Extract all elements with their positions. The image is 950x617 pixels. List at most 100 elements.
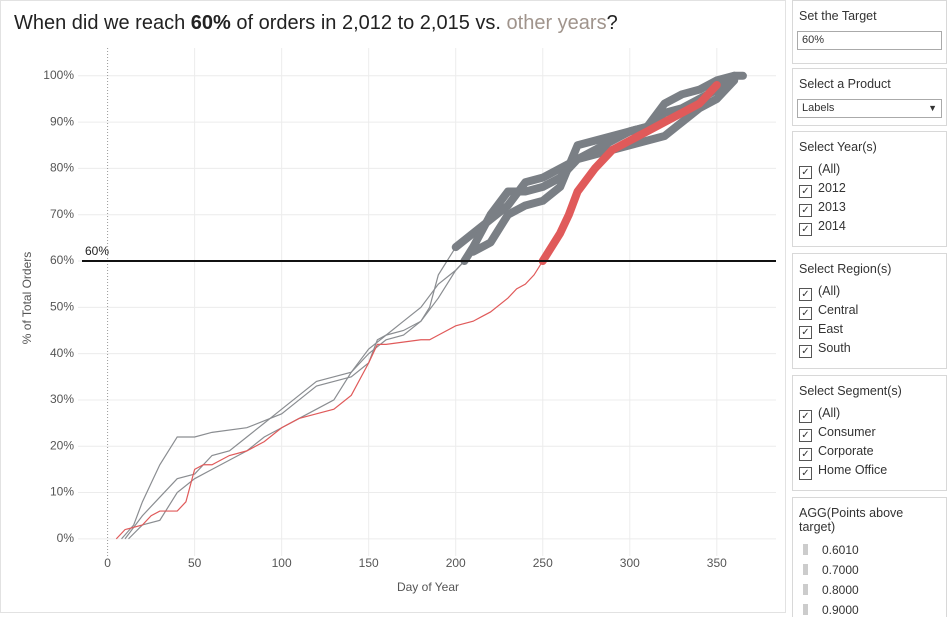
checkbox-item[interactable]: ✓ 2013 <box>793 198 946 217</box>
y-axis-title: % of Total Orders <box>20 252 34 344</box>
x-tick-label: 0 <box>104 556 111 570</box>
target-input[interactable]: 60% <box>797 31 942 50</box>
legend-item: 0.7000 <box>793 560 946 580</box>
checkbox-label: Home Office <box>818 463 888 477</box>
y-tick-label: 10% <box>50 485 74 499</box>
x-tick-label: 350 <box>707 556 727 570</box>
checkbox: ✓ <box>799 410 812 423</box>
x-tick-label: 250 <box>533 556 553 570</box>
y-tick-label: 30% <box>50 392 74 406</box>
x-tick-label: 150 <box>359 556 379 570</box>
x-tick-label: 100 <box>272 556 292 570</box>
x-tick-label: 200 <box>446 556 466 570</box>
legend-swatch <box>803 604 808 615</box>
y-tick-label: 70% <box>50 207 74 221</box>
y-tick-label: 100% <box>43 68 74 82</box>
checkbox: ✓ <box>799 429 812 442</box>
x-tick-label: 50 <box>188 556 202 570</box>
chart-title: When did we reach 60% of orders in 2,012… <box>14 12 618 35</box>
segments-panel: Select Segment(s) ✓ (All) ✓ Consumer ✓ Corpora… <box>792 375 947 491</box>
checkbox-label: 2013 <box>818 200 846 214</box>
checkbox-label: (All) <box>818 406 841 420</box>
title-part: other years <box>506 12 607 34</box>
checkbox-item[interactable]: ✓ Consumer <box>793 423 946 442</box>
checkbox-item[interactable]: ✓ 2012 <box>793 179 946 198</box>
y-tick-label: 50% <box>50 299 74 313</box>
y-tick-label: 20% <box>50 438 74 452</box>
checkbox-label: Central <box>818 303 859 317</box>
y-tick-label: 40% <box>50 346 74 360</box>
checkbox-item[interactable]: ✓ (All) <box>793 404 946 423</box>
dropdown-value: Labels <box>802 102 835 114</box>
checkbox: ✓ <box>799 166 812 179</box>
y-tick-label: 80% <box>50 161 74 175</box>
panel-title: Select Segment(s) <box>799 384 902 398</box>
title-part: 60% <box>190 12 231 34</box>
legend-label: 0.8000 <box>822 583 859 597</box>
product-dropdown[interactable]: Labels ▼ <box>797 99 942 118</box>
checkbox-item[interactable]: ✓ Home Office <box>793 461 946 480</box>
legend-swatch <box>803 544 808 555</box>
checkbox-label: 2014 <box>818 219 846 233</box>
grid <box>78 48 776 556</box>
checkbox: ✓ <box>799 326 812 339</box>
y-tick-label: 0% <box>57 531 75 545</box>
checkbox-label: South <box>818 341 851 355</box>
checkbox-item[interactable]: ✓ (All) <box>793 160 946 179</box>
checkbox: ✓ <box>799 467 812 480</box>
above-target-line <box>469 71 747 256</box>
target-panel: Set the Target 60% <box>792 0 947 64</box>
x-axis-title: Day of Year <box>397 580 459 594</box>
x-tick-label: 300 <box>620 556 640 570</box>
checkbox: ✓ <box>799 204 812 217</box>
product-panel: Select a Product Labels ▼ <box>792 68 947 126</box>
checkbox-item[interactable]: ✓ 2014 <box>793 217 946 236</box>
panel-title: Select Year(s) <box>799 140 877 154</box>
checkbox: ✓ <box>799 448 812 461</box>
title-part: ? <box>606 12 618 34</box>
checkbox-item[interactable]: ✓ South <box>793 339 946 358</box>
panel-title: Set the Target <box>799 9 877 23</box>
chart: Day of Year % of Total Orders 0% 10% 20% 30… <box>0 0 786 613</box>
legend-item: 0.9000 <box>793 600 946 617</box>
series-line <box>115 84 718 540</box>
legend-swatch <box>803 564 808 575</box>
checkbox: ✓ <box>799 345 812 358</box>
series-line <box>128 80 735 540</box>
above-target-line <box>460 76 739 266</box>
y-tick-label: 90% <box>50 114 74 128</box>
legend-panel: AGG(Points above target) 0.6010 0.7000 0.80… <box>792 497 947 617</box>
legend-item: 0.8000 <box>793 580 946 600</box>
checkbox-label: Corporate <box>818 444 874 458</box>
chart-frame <box>0 0 786 613</box>
legend-label: 0.7000 <box>822 563 859 577</box>
panel-title: AGG(Points above target) <box>799 506 904 534</box>
title-part: of orders in 2,012 to 2,015 vs. <box>236 12 501 34</box>
panel-title: Select Region(s) <box>799 262 892 276</box>
checkbox-label: (All) <box>818 284 841 298</box>
checkbox-label: 2012 <box>818 181 846 195</box>
checkbox: ✓ <box>799 288 812 301</box>
checkbox-item[interactable]: ✓ Central <box>793 301 946 320</box>
legend-label: 0.9000 <box>822 603 859 617</box>
checkbox-label: (All) <box>818 162 841 176</box>
checkbox: ✓ <box>799 307 812 320</box>
checkbox-label: East <box>818 322 844 336</box>
checkbox: ✓ <box>799 185 812 198</box>
dropdown-arrow: ▼ <box>928 103 937 113</box>
legend-label: 0.6010 <box>822 543 859 557</box>
checkbox-label: Consumer <box>818 425 876 439</box>
legend-swatch <box>803 584 808 595</box>
regions-panel: Select Region(s) ✓ (All) ✓ Central ✓ East ✓ Sout… <box>792 253 947 369</box>
title-part: When did we reach <box>14 12 186 34</box>
above-target-line <box>538 81 721 266</box>
checkbox-item[interactable]: ✓ (All) <box>793 282 946 301</box>
checkbox-item[interactable]: ✓ Corporate <box>793 442 946 461</box>
above-target-line <box>451 71 739 252</box>
legend-item: 0.6010 <box>793 540 946 560</box>
years-panel: Select Year(s) ✓ (All) ✓ 2012 ✓ 2013 ✓ 2014 <box>792 131 947 247</box>
panel-title: Select a Product <box>799 77 891 91</box>
checkbox-item[interactable]: ✓ East <box>793 320 946 339</box>
checkbox: ✓ <box>799 223 812 236</box>
